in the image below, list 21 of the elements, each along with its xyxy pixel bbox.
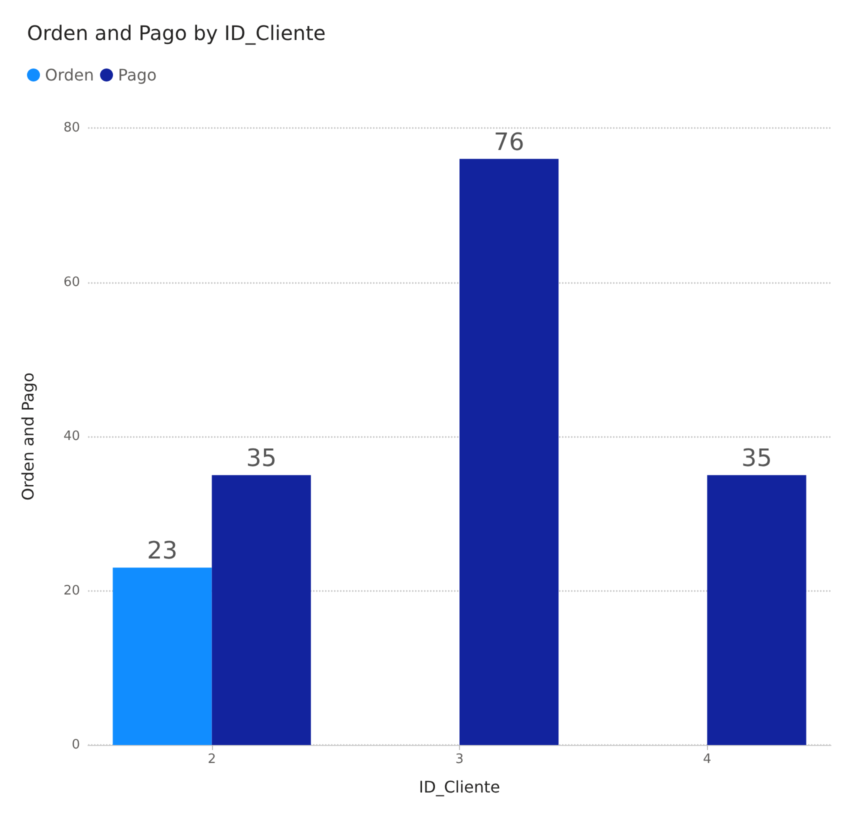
y-tick-label: 80 — [63, 120, 80, 136]
data-label: 23 — [147, 536, 178, 565]
y-tick-label: 0 — [72, 738, 80, 752]
data-label: 35 — [741, 444, 772, 472]
x-tick-label: 2 — [208, 752, 216, 767]
legend-label: Orden — [45, 66, 94, 84]
x-tick-label: 3 — [455, 752, 464, 767]
y-tick-label: 40 — [63, 429, 80, 444]
chart-title: Orden and Pago by ID_Cliente — [27, 21, 326, 45]
bar — [707, 475, 806, 745]
x-tick-label: 4 — [703, 752, 712, 767]
y-tick-label: 20 — [63, 583, 80, 598]
y-axis-title: Orden and Pago — [18, 372, 38, 500]
bar — [212, 475, 311, 745]
bar — [112, 568, 212, 745]
x-axis-title: ID_Cliente — [418, 778, 500, 796]
legend-label: Pago — [118, 66, 157, 84]
bar — [460, 158, 559, 745]
data-label: 35 — [246, 444, 277, 472]
y-tick-label: 60 — [63, 274, 80, 290]
data-label: 76 — [494, 128, 524, 156]
